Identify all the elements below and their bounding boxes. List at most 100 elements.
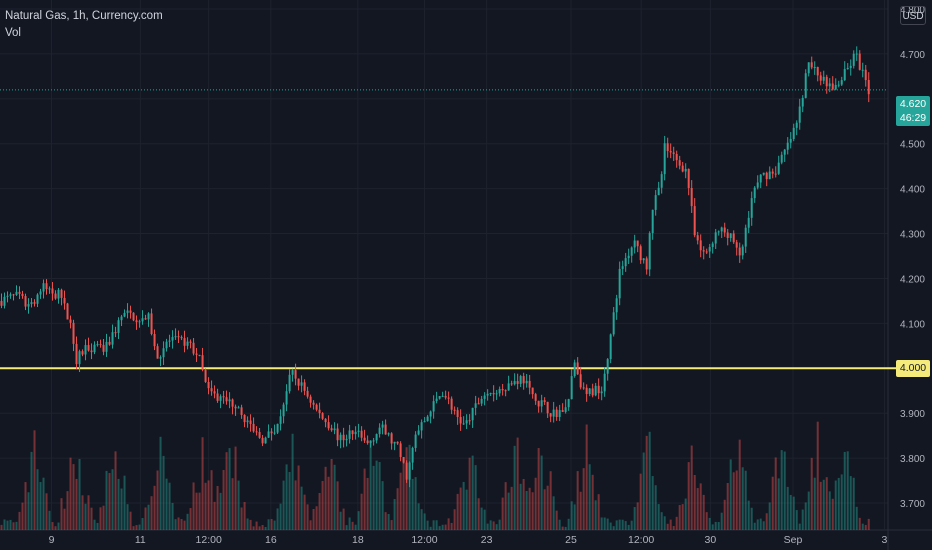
candle-body [204, 369, 207, 382]
volume-bar [39, 482, 42, 530]
candle-body [669, 151, 672, 153]
volume-bar [678, 505, 681, 530]
volume-bar [357, 511, 360, 530]
candle-body [153, 334, 156, 347]
candle-body [792, 127, 795, 139]
candle-body [849, 65, 852, 68]
volume-bar [9, 519, 12, 530]
candle-body [72, 322, 75, 344]
candle-body [120, 316, 123, 321]
candle-body [582, 387, 585, 389]
candle-body [348, 430, 351, 439]
volume-bar [624, 521, 627, 530]
volume-bar [450, 522, 453, 530]
volume-bar [504, 482, 507, 530]
candle-body [372, 440, 375, 442]
volume-indicator-label[interactable]: Vol [5, 27, 21, 39]
volume-bar [645, 435, 648, 530]
volume-bar [36, 469, 39, 530]
volume-bar [288, 472, 291, 530]
volume-bar [585, 424, 588, 530]
currency-label[interactable]: USD [900, 6, 926, 25]
volume-bar [381, 481, 384, 530]
volume-bar [276, 508, 279, 530]
volume-bar [507, 492, 510, 530]
symbol-title[interactable]: Natural Gas, 1h, Currency.com [5, 10, 163, 22]
candle-body [795, 122, 798, 128]
volume-bar [582, 468, 585, 530]
candle-body [543, 400, 546, 402]
volume-bar [528, 487, 531, 530]
candle-body [354, 431, 357, 435]
candle-body [561, 410, 564, 412]
volume-bar [378, 462, 381, 530]
volume-bar [546, 485, 549, 530]
volume-bar [738, 439, 741, 530]
candle-body [357, 430, 360, 432]
candle-body [63, 297, 66, 304]
candle-body [18, 291, 21, 294]
candle-body [570, 376, 573, 400]
candle-body [834, 84, 837, 90]
volume-bar [93, 519, 96, 530]
candle-body [261, 437, 264, 444]
candle-body [93, 344, 96, 353]
volume-bar [633, 507, 636, 530]
candle-body [780, 154, 783, 163]
time-tick-label: 16 [265, 534, 277, 546]
price-tick-label: 3.900 [900, 409, 925, 420]
candle-body [804, 73, 807, 98]
candle-body [843, 69, 846, 81]
volume-bar [618, 519, 621, 530]
candle-body [627, 255, 630, 259]
volume-bar [327, 476, 330, 530]
candle-body [420, 422, 423, 431]
candle-body [612, 312, 615, 335]
candle-body [555, 409, 558, 418]
candle-body [243, 414, 246, 423]
volume-bar [456, 493, 459, 530]
candle-body [594, 385, 597, 396]
candle-body [276, 423, 279, 433]
candle-body [252, 423, 255, 432]
candle-body [15, 291, 18, 295]
candle-body [171, 337, 174, 341]
candle-body [423, 421, 426, 423]
volume-bar [570, 501, 573, 530]
volume-bar [246, 518, 249, 530]
candle-body [426, 416, 429, 422]
chart-legend: Natural Gas, 1h, Currency.com Vol [5, 8, 163, 42]
candle-body [459, 416, 462, 424]
volume-bar [120, 488, 123, 530]
volume-bar [336, 481, 339, 530]
candle-body [147, 313, 150, 320]
volume-bar [516, 437, 519, 530]
volume-bar [300, 486, 303, 530]
volume-bar [3, 519, 6, 530]
candle-body [351, 430, 354, 435]
volume-bar [681, 504, 684, 530]
volume-bar [519, 483, 522, 530]
volume-bar [252, 526, 255, 530]
volume-bar [822, 479, 825, 530]
volume-bar [408, 444, 411, 530]
candle-body [708, 247, 711, 252]
volume-bar [402, 459, 405, 530]
volume-bar [291, 433, 294, 530]
volume-bar [696, 488, 699, 530]
candle-body [282, 404, 285, 417]
candle-body [801, 97, 804, 107]
volume-bar [126, 504, 129, 530]
candle-body [480, 398, 483, 404]
volume-bar [285, 464, 288, 530]
candle-body [525, 380, 528, 384]
candle-body [150, 313, 153, 335]
candle-body [738, 247, 741, 256]
volume-bar [309, 520, 312, 530]
volume-bar [447, 518, 450, 530]
volume-bar [297, 465, 300, 530]
candle-body [702, 250, 705, 252]
volume-bar [141, 518, 144, 530]
candle-body [183, 338, 186, 346]
